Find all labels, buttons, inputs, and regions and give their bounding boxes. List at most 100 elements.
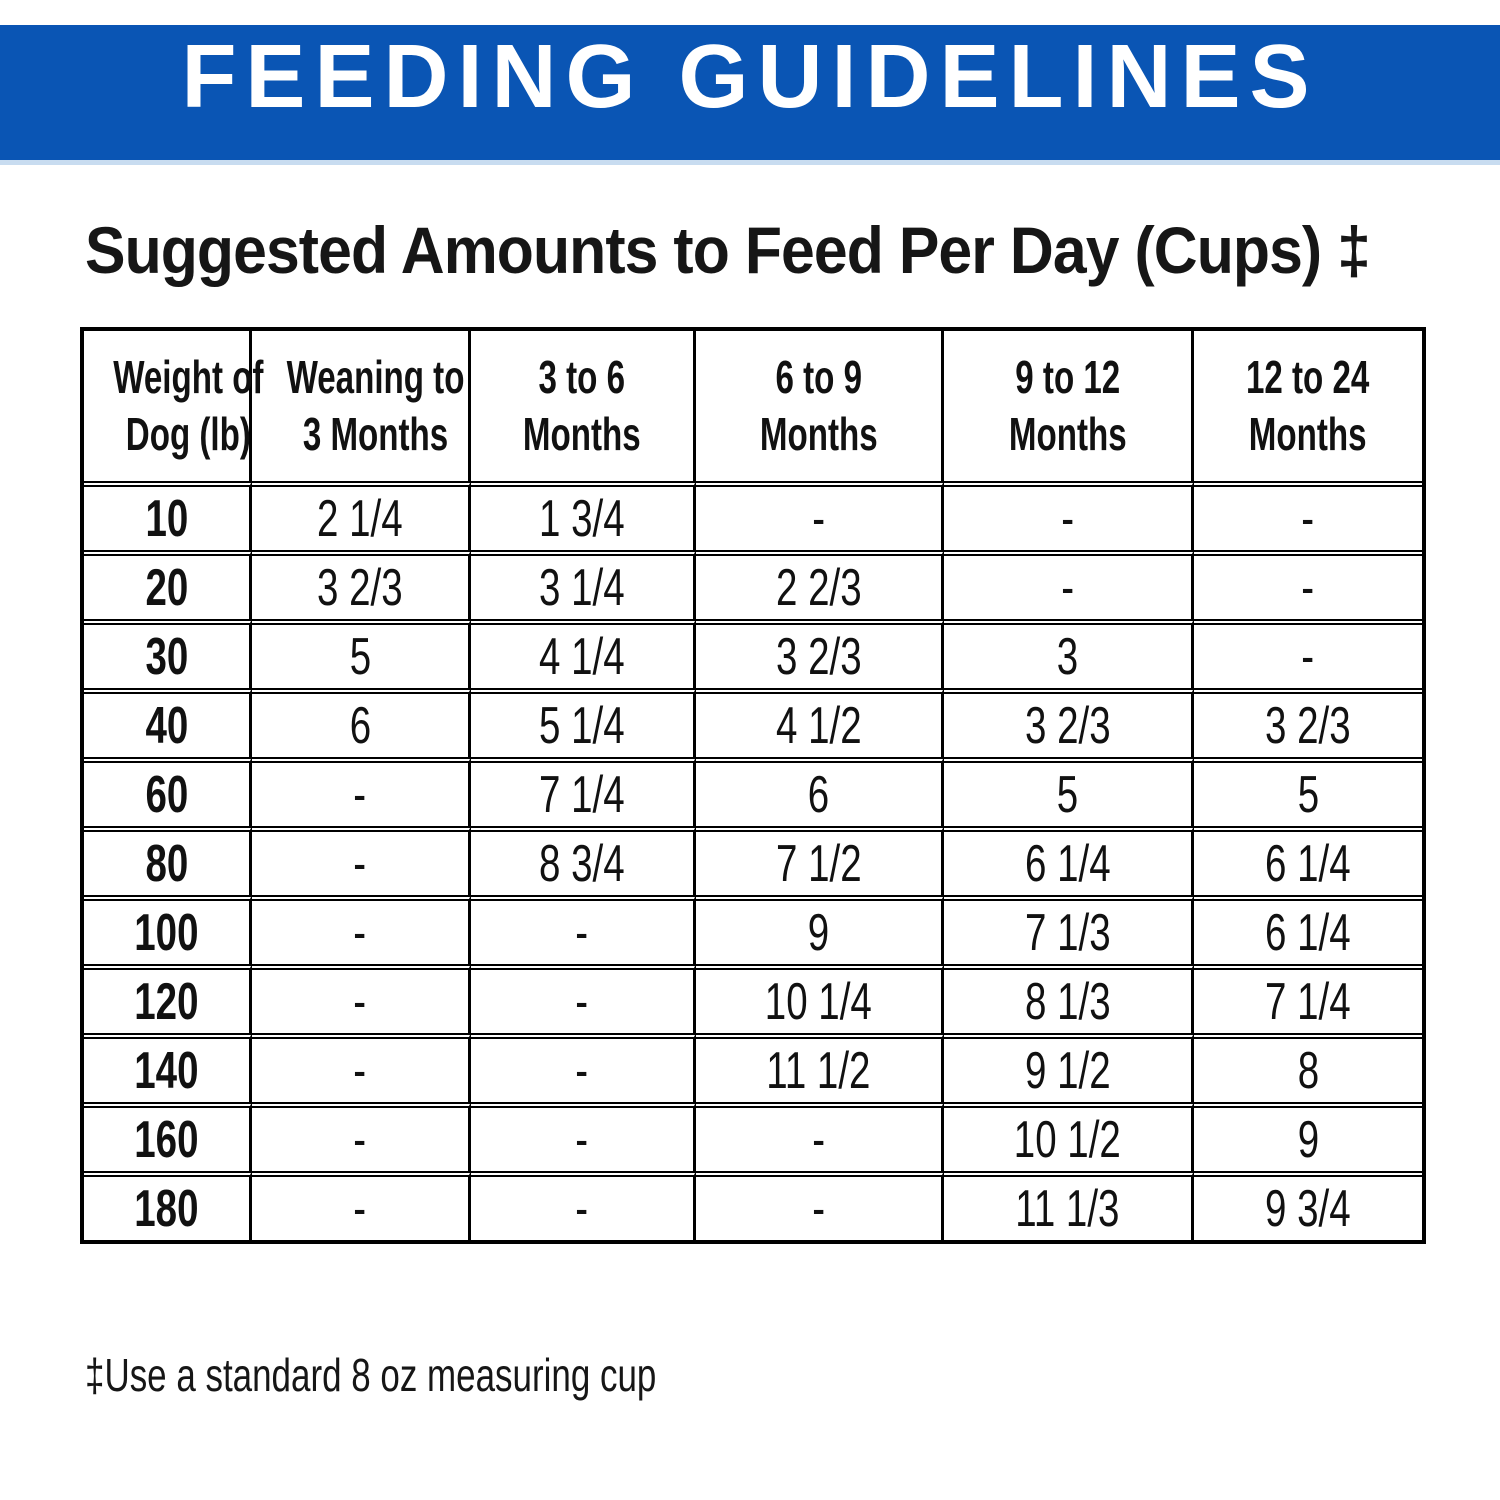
value-cell: 8 3/4 <box>471 826 696 895</box>
cell-value: 9 3/4 <box>1265 1179 1351 1238</box>
weight-cell: 20 <box>84 550 252 619</box>
value-cell: - <box>252 757 471 826</box>
cell-value: 7 1/3 <box>1024 903 1111 962</box>
cell-value: - <box>1301 558 1315 617</box>
cell-value: - <box>575 1179 589 1238</box>
weight-value: 80 <box>145 834 188 893</box>
weight-cell: 10 <box>84 481 252 550</box>
cell-value: 3 2/3 <box>775 627 862 686</box>
value-cell: 2 2/3 <box>696 550 944 619</box>
header-text: Weight of Dog (lb) <box>113 349 263 463</box>
weight-cell: 160 <box>84 1102 252 1171</box>
table-row: 40 6 5 1/4 4 1/2 3 2/3 3 2/3 <box>84 688 1422 757</box>
value-cell: 6 1/4 <box>944 826 1194 895</box>
cell-value: - <box>812 1110 825 1169</box>
cell-value: 11 1/2 <box>766 1041 871 1100</box>
cell-value: 6 <box>349 696 371 755</box>
value-cell: 4 1/2 <box>696 688 944 757</box>
value-cell: 7 1/4 <box>471 757 696 826</box>
weight-value: 160 <box>134 1110 199 1169</box>
cell-value: 6 1/4 <box>1024 834 1111 893</box>
cell-value: - <box>575 972 589 1031</box>
header-line2: 3 Months <box>302 408 449 460</box>
value-cell: 9 1/2 <box>944 1033 1194 1102</box>
table-row: 60 - 7 1/4 6 5 5 <box>84 757 1422 826</box>
header-cell-weaning-3mo: Weaning to 3 Months <box>252 331 471 481</box>
weight-cell: 180 <box>84 1171 252 1240</box>
cell-value: - <box>1061 489 1074 548</box>
banner-title: FEEDING GUIDELINES <box>181 27 1319 127</box>
header-line1: Weight of <box>113 351 264 403</box>
header-line1: 12 to 24 <box>1246 351 1370 403</box>
value-cell: 3 1/4 <box>471 550 696 619</box>
value-cell: - <box>252 826 471 895</box>
cell-value: 5 <box>1056 765 1079 824</box>
header-line2: Months <box>759 408 878 460</box>
header-text: 9 to 12 Months <box>1009 349 1127 463</box>
cell-value: 11 1/3 <box>1015 1179 1120 1238</box>
cell-value: 3 <box>1056 627 1079 686</box>
cell-value: 5 <box>349 627 371 686</box>
value-cell: 3 2/3 <box>1194 688 1422 757</box>
cell-value: 3 2/3 <box>1265 696 1351 755</box>
header-cell-weight: Weight of Dog (lb) <box>84 331 263 481</box>
cell-value: - <box>353 903 367 962</box>
cell-value: 1 3/4 <box>539 489 625 548</box>
cell-value: - <box>575 1110 589 1169</box>
value-cell: - <box>696 1171 944 1240</box>
cell-value: - <box>812 1179 825 1238</box>
cell-value: 2 1/4 <box>317 489 403 548</box>
value-cell: 9 <box>1194 1102 1422 1171</box>
header-text: 6 to 9 Months <box>760 349 878 463</box>
value-cell: 11 1/3 <box>944 1171 1194 1240</box>
weight-cell: 120 <box>84 964 252 1033</box>
value-cell: - <box>471 964 696 1033</box>
value-cell: - <box>1194 550 1422 619</box>
table-row: 80 - 8 3/4 7 1/2 6 1/4 6 1/4 <box>84 826 1422 895</box>
cell-value: - <box>575 903 589 962</box>
value-cell: 6 1/4 <box>1194 826 1422 895</box>
header-line2: Months <box>523 408 641 460</box>
value-cell: 4 1/4 <box>471 619 696 688</box>
value-cell: 3 2/3 <box>944 688 1194 757</box>
weight-value: 100 <box>134 903 199 962</box>
table-row: 140 - - 11 1/2 9 1/2 8 <box>84 1033 1422 1102</box>
value-cell: 6 <box>252 688 471 757</box>
cell-value: 8 3/4 <box>539 834 625 893</box>
value-cell: - <box>252 1033 471 1102</box>
value-cell: 5 <box>252 619 471 688</box>
table-row: 180 - - - 11 1/3 9 3/4 <box>84 1171 1422 1240</box>
weight-cell: 30 <box>84 619 252 688</box>
value-cell: 7 1/2 <box>696 826 944 895</box>
table-row: 160 - - - 10 1/2 9 <box>84 1102 1422 1171</box>
header-line2: Dog (lb) <box>125 408 251 460</box>
header-line1: 3 to 6 <box>538 351 626 403</box>
cell-value: - <box>575 1041 589 1100</box>
banner: FEEDING GUIDELINES <box>0 25 1500 165</box>
weight-value: 140 <box>134 1041 199 1100</box>
value-cell: - <box>252 1102 471 1171</box>
cell-value: 8 1/3 <box>1024 972 1111 1031</box>
cell-value: - <box>1301 627 1315 686</box>
cell-value: - <box>1061 558 1074 617</box>
value-cell: 10 1/2 <box>944 1102 1194 1171</box>
value-cell: 5 <box>944 757 1194 826</box>
value-cell: - <box>1194 481 1422 550</box>
cell-value: 8 <box>1297 1041 1319 1100</box>
cell-value: - <box>353 972 367 1031</box>
value-cell: - <box>944 550 1194 619</box>
weight-value: 30 <box>145 627 188 686</box>
value-cell: 3 2/3 <box>252 550 471 619</box>
table-row: 100 - - 9 7 1/3 6 1/4 <box>84 895 1422 964</box>
weight-value: 120 <box>134 972 199 1031</box>
value-cell: 9 3/4 <box>1194 1171 1422 1240</box>
footnote: ‡Use a standard 8 oz measuring cup <box>85 1349 657 1401</box>
header-cell-12-24mo: 12 to 24 Months <box>1194 331 1422 481</box>
weight-value: 20 <box>145 558 188 617</box>
cell-value: 3 1/4 <box>539 558 625 617</box>
header-line1: 9 to 12 <box>1015 351 1120 403</box>
cell-value: 7 1/4 <box>1265 972 1351 1031</box>
value-cell: - <box>696 481 944 550</box>
value-cell: 7 1/4 <box>1194 964 1422 1033</box>
table-header-row: Weight of Dog (lb) Weaning to 3 Months 3… <box>84 331 1422 481</box>
